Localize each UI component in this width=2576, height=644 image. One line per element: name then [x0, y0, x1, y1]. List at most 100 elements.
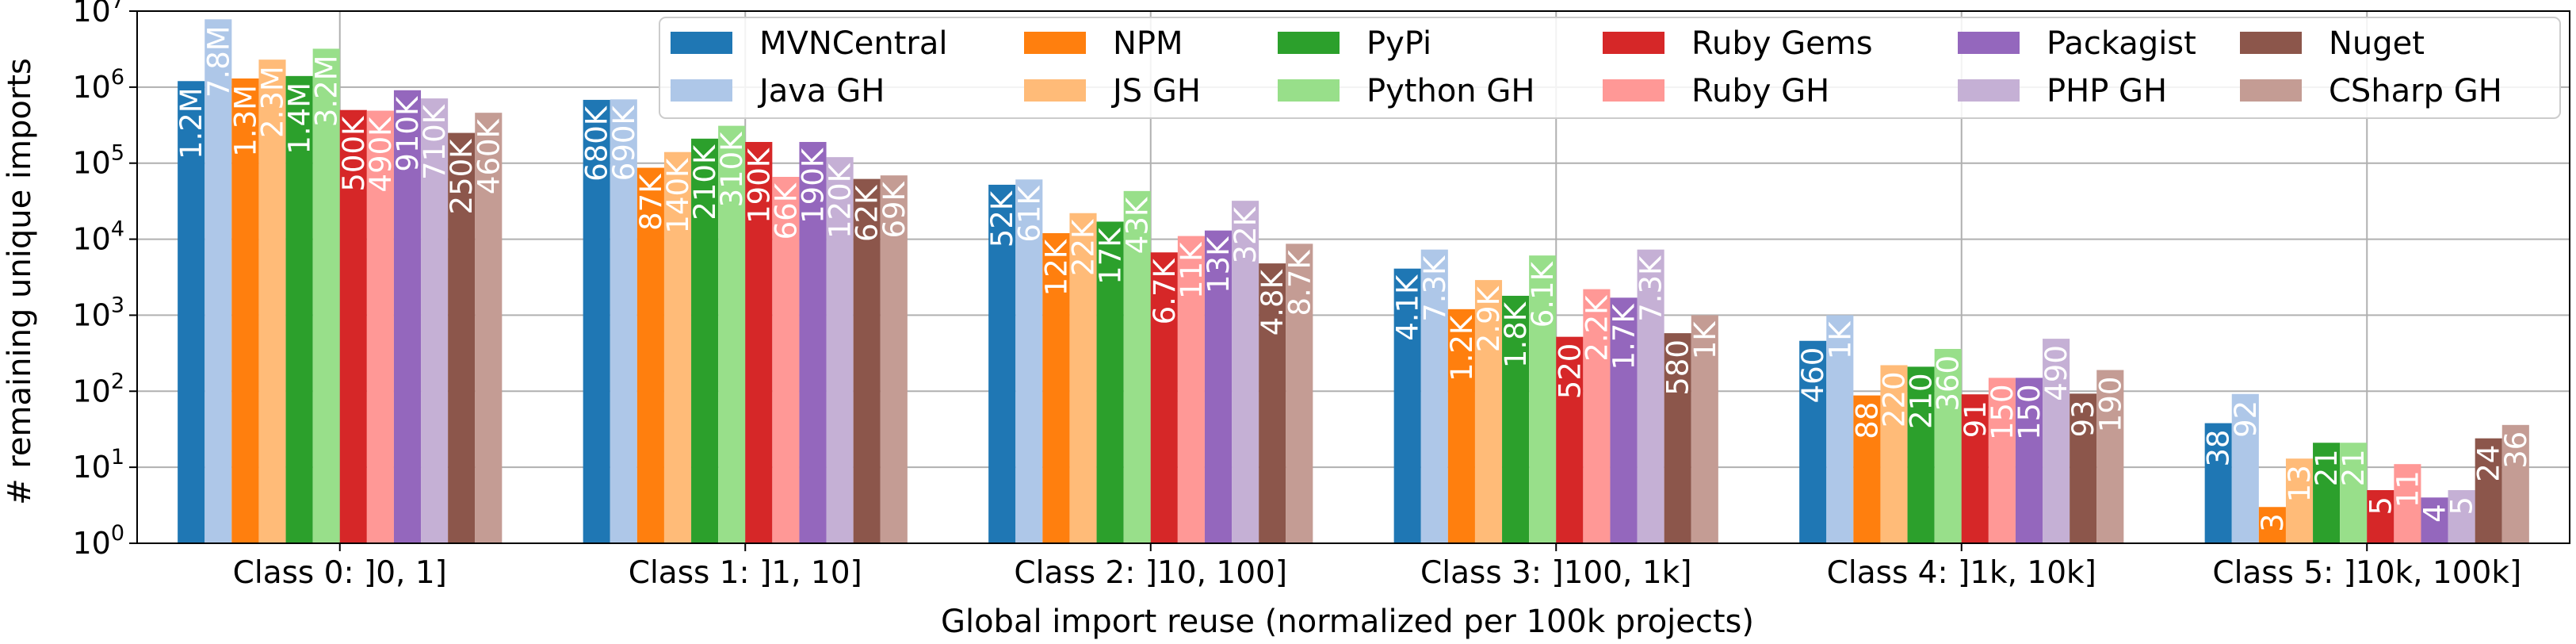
bar-value-label: 460 — [1796, 347, 1830, 404]
bar — [2070, 393, 2097, 543]
bar — [2421, 497, 2448, 543]
bar — [258, 59, 286, 544]
axes: 100 101 102 103 104 105 106 107 Class 0: ]0, 1] C… — [72, 0, 2521, 591]
bar — [1556, 336, 1584, 543]
bar — [1150, 252, 1178, 543]
bar — [1691, 315, 1718, 543]
legend-swatch — [671, 79, 732, 102]
bar — [1934, 348, 1962, 543]
bar — [2096, 370, 2124, 543]
bar-value-label: 17K — [1094, 227, 1128, 285]
bar — [2501, 424, 2529, 543]
legend-label: NPM — [1113, 25, 1183, 62]
bar — [1907, 366, 1935, 543]
legend-label: JS GH — [1110, 73, 1201, 109]
bar — [1177, 236, 1205, 543]
bar — [1015, 179, 1043, 543]
x-tick-label: Class 4: ]1k, 10k] — [1827, 555, 2096, 591]
bar — [1286, 243, 1313, 543]
bar-value-label: 69K — [877, 180, 912, 238]
bar-value-label: 7.3K — [1634, 255, 1668, 322]
bar — [1069, 213, 1097, 543]
x-tick-label: Class 0: ]0, 1] — [233, 555, 447, 591]
y-tick-label: 106 — [72, 65, 124, 105]
legend-swatch — [1278, 79, 1340, 102]
bar-value-label: 38 — [2202, 430, 2236, 467]
bar — [285, 75, 313, 543]
bar — [745, 141, 773, 543]
legend-label: Ruby Gems — [1691, 25, 1873, 62]
bar-value-label: 1K — [1823, 320, 1857, 360]
bar-value-label: 66K — [769, 182, 803, 240]
bar-value-label: 1.8K — [1499, 301, 1533, 368]
bar — [1610, 297, 1638, 543]
bar — [2231, 393, 2259, 543]
bar-value-label: 92 — [2229, 401, 2263, 438]
bar — [1853, 395, 1881, 543]
bar — [1096, 221, 1124, 543]
legend-label: PyPi — [1366, 25, 1431, 62]
bar — [1204, 230, 1233, 543]
x-tick-label: Class 3: ]100, 1k] — [1420, 555, 1691, 591]
bar-value-label: 490 — [2039, 345, 2073, 401]
bar — [1799, 340, 1827, 543]
bar — [799, 141, 827, 543]
bar-value-label: 22K — [1067, 218, 1101, 276]
bar-value-label: 4.1K — [1391, 274, 1425, 341]
bar-value-label: 210K — [688, 144, 722, 220]
bar — [583, 99, 610, 544]
bar — [339, 109, 367, 543]
bar-value-label: 93 — [2066, 400, 2100, 437]
bar — [448, 132, 476, 543]
bar-value-label: 190K — [797, 147, 831, 224]
bar-value-label: 250K — [445, 138, 479, 215]
bar — [1826, 315, 1854, 543]
legend-label: Ruby GH — [1691, 73, 1829, 109]
bar — [1637, 249, 1664, 543]
bar — [2394, 464, 2421, 543]
y-tick-label: 101 — [72, 445, 124, 485]
bar-value-label: 6.7K — [1148, 258, 1182, 325]
bar-value-label: 91 — [1959, 401, 1993, 438]
legend-swatch — [1024, 32, 1086, 54]
bar-value-label: 52K — [985, 190, 1019, 247]
legend-swatch — [2240, 79, 2302, 102]
bar — [1259, 263, 1286, 543]
bar-value-label: 11K — [1175, 241, 1209, 299]
bar — [1880, 365, 1908, 543]
bar — [2204, 423, 2232, 543]
bar-value-labels: 1.2M 680K 52K 4.1K 460 38 7.8M 690K 61K 7.3K 1K 92 1… — [174, 25, 2533, 531]
bar — [853, 178, 881, 543]
bar — [178, 81, 205, 544]
bar-value-label: 7.3K — [1418, 255, 1452, 322]
bar-value-label: 87K — [634, 173, 668, 231]
bar — [1123, 190, 1151, 544]
bar-value-label: 710K — [418, 103, 452, 180]
bar — [1393, 268, 1421, 543]
bar — [231, 78, 259, 543]
legend-swatch — [1603, 32, 1664, 54]
bar-value-label: 1K — [1688, 320, 1722, 360]
legend-box — [659, 17, 2561, 119]
bar — [610, 99, 637, 543]
bar — [826, 157, 854, 543]
bar-value-label: 2.3M — [256, 66, 290, 138]
bar — [1502, 295, 1530, 543]
bar-value-label: 43K — [1121, 196, 1155, 254]
bar-value-label: 21 — [2337, 449, 2371, 486]
y-tick-label: 105 — [72, 141, 124, 181]
bar-value-label: 61K — [1012, 185, 1046, 243]
legend-label: MVNCentral — [759, 25, 947, 62]
bar-value-label: 1.3M — [228, 85, 262, 157]
bar-value-label: 13K — [1202, 236, 1236, 293]
bar — [1583, 289, 1611, 543]
bar — [1474, 280, 1503, 543]
bar — [1961, 394, 1989, 543]
bar — [2448, 489, 2475, 543]
bar-value-label: 190 — [2093, 377, 2127, 433]
bar-value-label: 120K — [824, 162, 858, 239]
x-tick-label: Class 1: ]1, 10] — [629, 555, 862, 591]
bar-value-label: 680K — [580, 105, 614, 182]
bar-value-label: 13 — [2283, 465, 2317, 502]
